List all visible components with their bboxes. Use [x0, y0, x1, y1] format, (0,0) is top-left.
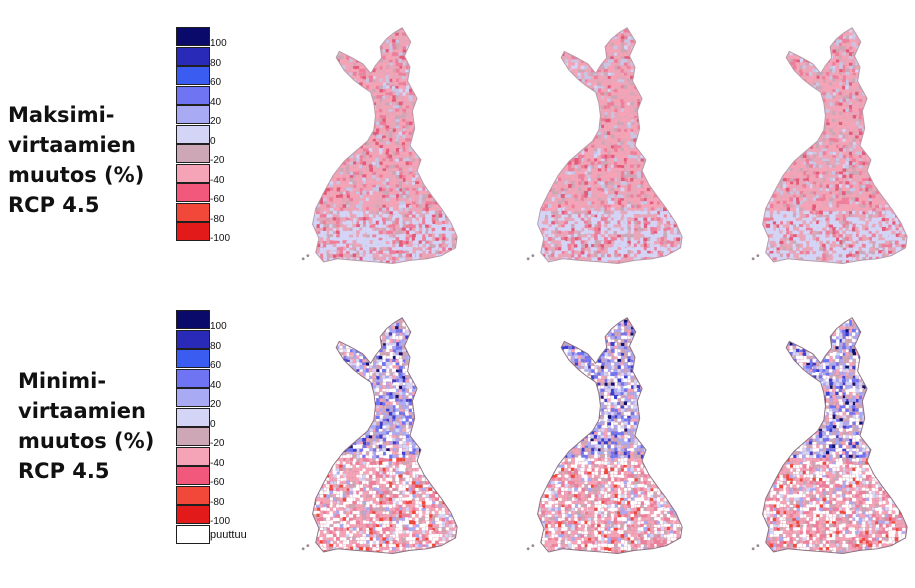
min-flow-map-1: [300, 298, 465, 578]
legend-swatch-missing: [176, 524, 210, 544]
island-mark: [531, 544, 535, 548]
catchment-cells: [537, 317, 683, 554]
legend-swatch: [176, 407, 210, 427]
finland-map-svg: [301, 317, 458, 554]
island-mark: [306, 254, 310, 258]
finland-map-svg: [301, 27, 458, 264]
legend-swatch: [176, 202, 210, 222]
finland-map-svg: [751, 27, 908, 264]
legend-tick-label: 60: [210, 78, 221, 88]
legend-swatch: [176, 349, 210, 368]
legend-tick-label: 0: [210, 419, 216, 430]
legend-tick-label: -80: [210, 214, 224, 225]
legend-missing-label: puuttuu: [210, 529, 247, 540]
legend-swatch: [176, 388, 210, 407]
legend-tick-label: 100: [210, 322, 227, 332]
island-mark: [526, 547, 530, 551]
finland-border: [312, 317, 458, 554]
catchment-cells: [537, 27, 683, 264]
finland-map-svg: [526, 27, 683, 264]
legend-swatch: [176, 27, 210, 46]
legend-tick-label: 40: [210, 97, 221, 108]
legend-tick-label: -20: [210, 156, 224, 166]
legend-swatch: [176, 163, 210, 183]
catchment-cells: [312, 317, 458, 554]
legend-swatch: [176, 66, 210, 85]
legend-swatch: [176, 310, 210, 329]
legend-swatch: [176, 368, 210, 388]
legend-swatch: [176, 144, 210, 163]
legend-tick-label: -40: [210, 458, 224, 469]
legend-swatch: [176, 124, 210, 144]
legend-tick-label: 20: [210, 117, 221, 127]
finland-border: [537, 27, 683, 264]
finland-map-svg: [751, 317, 908, 554]
legend-swatch: [176, 222, 210, 241]
legend-swatch: [176, 46, 210, 66]
legend-tick-label: 60: [210, 361, 221, 371]
min-flow-change-label: Minimi- virtaamien muutos (%) RCP 4.5: [18, 366, 154, 486]
finland-border: [312, 27, 458, 264]
legend-tick-label: -20: [210, 439, 224, 449]
legend-tick-label: -60: [210, 195, 224, 205]
legend-tick-label: 40: [210, 380, 221, 391]
island-mark: [301, 547, 305, 551]
legend-swatch: [176, 85, 210, 105]
catchment-cells: [762, 27, 908, 264]
finland-border: [537, 317, 683, 554]
legend-tick-label: -100: [210, 517, 230, 527]
legend-tick-label: -60: [210, 478, 224, 488]
island-mark: [751, 257, 755, 261]
max-flow-map-2: [525, 8, 690, 288]
legend-swatch: [176, 329, 210, 349]
legend-tick-label: -40: [210, 175, 224, 186]
legend-tick-label: 100: [210, 39, 227, 49]
legend-tick-label: 80: [210, 58, 221, 69]
catchment-cells: [762, 317, 908, 554]
legend-swatch: [176, 466, 210, 485]
legend-swatch: [176, 427, 210, 446]
catchment-cells: [312, 27, 458, 264]
legend-swatch: [176, 505, 210, 524]
legend-tick-label: 80: [210, 341, 221, 352]
max-flow-map-3: [750, 8, 915, 288]
max-flow-map-1: [300, 8, 465, 288]
legend-swatch: [176, 485, 210, 505]
min-flow-map-3: [750, 298, 915, 578]
finland-border: [762, 27, 908, 264]
island-mark: [306, 544, 310, 548]
max-flow-change-label: Maksimi- virtaamien muutos (%) RCP 4.5: [8, 100, 144, 220]
island-mark: [756, 254, 760, 258]
legend-tick-label: -80: [210, 497, 224, 508]
min-flow-map-2: [525, 298, 690, 578]
island-mark: [756, 544, 760, 548]
island-mark: [751, 547, 755, 551]
finland-map-svg: [526, 317, 683, 554]
finland-border: [762, 317, 908, 554]
legend-tick-label: 0: [210, 136, 216, 147]
island-mark: [526, 257, 530, 261]
legend-swatch: [176, 446, 210, 466]
legend-swatch: [176, 105, 210, 124]
island-mark: [301, 257, 305, 261]
legend-tick-label: -100: [210, 234, 230, 244]
island-mark: [531, 254, 535, 258]
legend-swatch: [176, 183, 210, 202]
legend-tick-label: 20: [210, 400, 221, 410]
